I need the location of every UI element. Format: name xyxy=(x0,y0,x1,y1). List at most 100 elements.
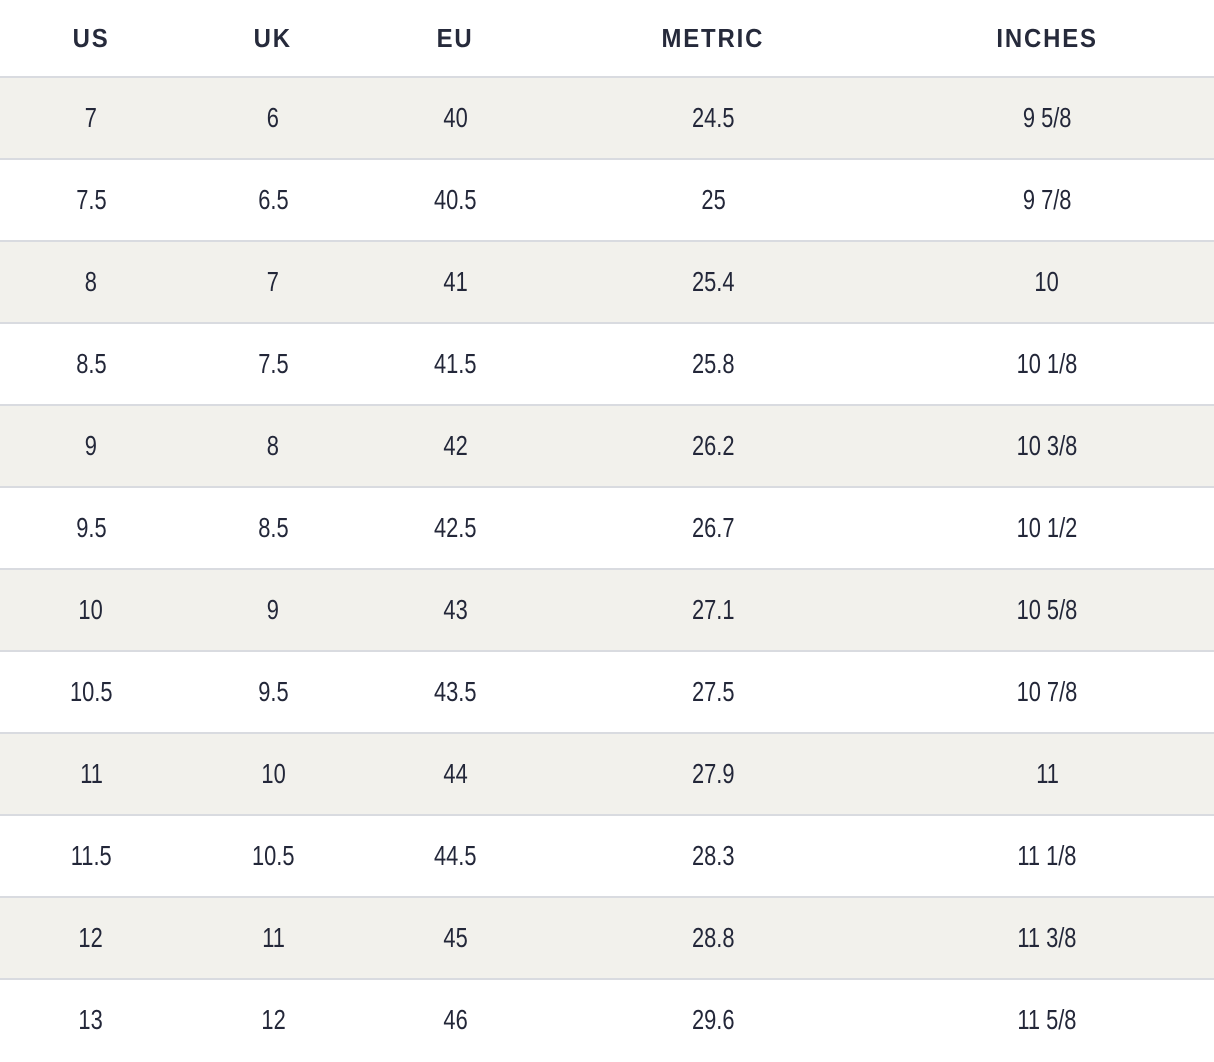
cell-value: 13 xyxy=(78,1004,104,1035)
table-row: 11 10 44 27.9 11 xyxy=(0,732,1214,815)
cell-value: 27.9 xyxy=(691,758,735,789)
cell-us: 10 xyxy=(0,568,183,651)
cell-value: 46 xyxy=(443,1004,468,1035)
table-row: 9 8 42 26.2 10 3/8 xyxy=(0,404,1214,487)
cell-inches: 10 5/8 xyxy=(880,568,1214,651)
cell-value: 11 xyxy=(79,758,103,789)
cell-metric: 24.5 xyxy=(546,76,881,159)
cell-inches: 10 7/8 xyxy=(880,650,1214,733)
header-row: US UK EU METRIC INCHES xyxy=(0,0,1214,77)
cell-metric: 27.9 xyxy=(546,732,881,815)
cell-value: 40 xyxy=(443,102,468,133)
cell-value: 43.5 xyxy=(433,676,477,707)
column-header-metric: METRIC xyxy=(546,0,881,77)
cell-value: 7 xyxy=(267,266,280,297)
cell-metric: 25.4 xyxy=(546,240,881,323)
cell-metric: 26.2 xyxy=(546,404,881,487)
cell-metric: 28.3 xyxy=(546,814,881,897)
cell-uk: 7 xyxy=(182,240,365,323)
cell-value: 7 xyxy=(84,102,98,133)
cell-value: 40.5 xyxy=(433,184,477,215)
cell-inches: 11 5/8 xyxy=(880,978,1214,1060)
table-body: 7 6 40 24.5 9 5/8 7.5 6.5 40.5 25 9 7/8 8 7 41 25.4 10… xyxy=(0,76,1214,1060)
table-row: 12 11 45 28.8 11 3/8 xyxy=(0,896,1214,979)
cell-value: 27.5 xyxy=(691,676,735,707)
cell-us: 8.5 xyxy=(0,322,183,405)
cell-value: 9 xyxy=(267,594,280,625)
cell-value: 12 xyxy=(78,922,104,953)
table-row: 7.5 6.5 40.5 25 9 7/8 xyxy=(0,158,1214,241)
cell-eu: 42 xyxy=(364,404,547,487)
cell-uk: 6.5 xyxy=(182,158,365,241)
cell-value: 25.8 xyxy=(691,348,735,379)
cell-inches: 10 1/2 xyxy=(880,486,1214,569)
cell-value: 8.5 xyxy=(257,512,289,543)
cell-value: 11 3/8 xyxy=(1017,922,1077,953)
cell-eu: 40 xyxy=(364,76,547,159)
cell-inches: 9 5/8 xyxy=(880,76,1214,159)
cell-uk: 8.5 xyxy=(182,486,365,569)
table-row: 11.5 10.5 44.5 28.3 11 1/8 xyxy=(0,814,1214,897)
cell-us: 9 xyxy=(0,404,183,487)
cell-value: 45 xyxy=(443,922,468,953)
cell-value: 25.4 xyxy=(691,266,735,297)
table-row: 10 9 43 27.1 10 5/8 xyxy=(0,568,1214,651)
cell-value: 10 3/8 xyxy=(1016,430,1078,461)
cell-value: 41 xyxy=(443,266,468,297)
cell-eu: 44.5 xyxy=(364,814,547,897)
cell-value: 10 7/8 xyxy=(1016,676,1078,707)
cell-uk: 7.5 xyxy=(182,322,365,405)
column-header-us: US xyxy=(0,0,183,77)
column-header-label: UK xyxy=(254,22,293,53)
cell-value: 8 xyxy=(267,430,280,461)
cell-value: 25 xyxy=(701,184,726,215)
cell-value: 10 xyxy=(1034,266,1060,297)
cell-value: 6.5 xyxy=(257,184,289,215)
column-header-label: US xyxy=(72,22,110,53)
cell-value: 42 xyxy=(443,430,468,461)
cell-value: 24.5 xyxy=(691,102,735,133)
cell-metric: 27.1 xyxy=(546,568,881,651)
cell-value: 43 xyxy=(443,594,468,625)
cell-metric: 25 xyxy=(546,158,881,241)
column-header-label: METRIC xyxy=(661,22,765,53)
table-row: 13 12 46 29.6 11 5/8 xyxy=(0,978,1214,1060)
cell-us: 11 xyxy=(0,732,183,815)
cell-metric: 26.7 xyxy=(546,486,881,569)
cell-value: 9 7/8 xyxy=(1022,184,1072,215)
cell-us: 12 xyxy=(0,896,183,979)
cell-us: 9.5 xyxy=(0,486,183,569)
column-header-uk: UK xyxy=(182,0,365,77)
cell-value: 10 xyxy=(78,594,104,625)
cell-eu: 41 xyxy=(364,240,547,323)
cell-value: 29.6 xyxy=(691,1004,735,1035)
cell-us: 7 xyxy=(0,76,183,159)
cell-uk: 11 xyxy=(182,896,365,979)
table-row: 8 7 41 25.4 10 xyxy=(0,240,1214,323)
cell-eu: 42.5 xyxy=(364,486,547,569)
cell-value: 10 1/2 xyxy=(1016,512,1078,543)
table-row: 9.5 8.5 42.5 26.7 10 1/2 xyxy=(0,486,1214,569)
cell-us: 7.5 xyxy=(0,158,183,241)
cell-uk: 12 xyxy=(182,978,365,1060)
cell-us: 11.5 xyxy=(0,814,183,897)
cell-us: 8 xyxy=(0,240,183,323)
cell-inches: 9 7/8 xyxy=(880,158,1214,241)
cell-value: 41.5 xyxy=(433,348,477,379)
cell-value: 11 xyxy=(261,922,285,953)
cell-inches: 11 3/8 xyxy=(880,896,1214,979)
table-row: 10.5 9.5 43.5 27.5 10 7/8 xyxy=(0,650,1214,733)
cell-value: 6 xyxy=(267,102,280,133)
cell-eu: 46 xyxy=(364,978,547,1060)
column-header-label: INCHES xyxy=(996,22,1098,53)
cell-eu: 44 xyxy=(364,732,547,815)
cell-metric: 27.5 xyxy=(546,650,881,733)
cell-value: 10 5/8 xyxy=(1016,594,1078,625)
cell-value: 11.5 xyxy=(70,840,112,871)
cell-inches: 10 xyxy=(880,240,1214,323)
cell-inches: 11 1/8 xyxy=(880,814,1214,897)
column-header-eu: EU xyxy=(364,0,547,77)
cell-uk: 6 xyxy=(182,76,365,159)
